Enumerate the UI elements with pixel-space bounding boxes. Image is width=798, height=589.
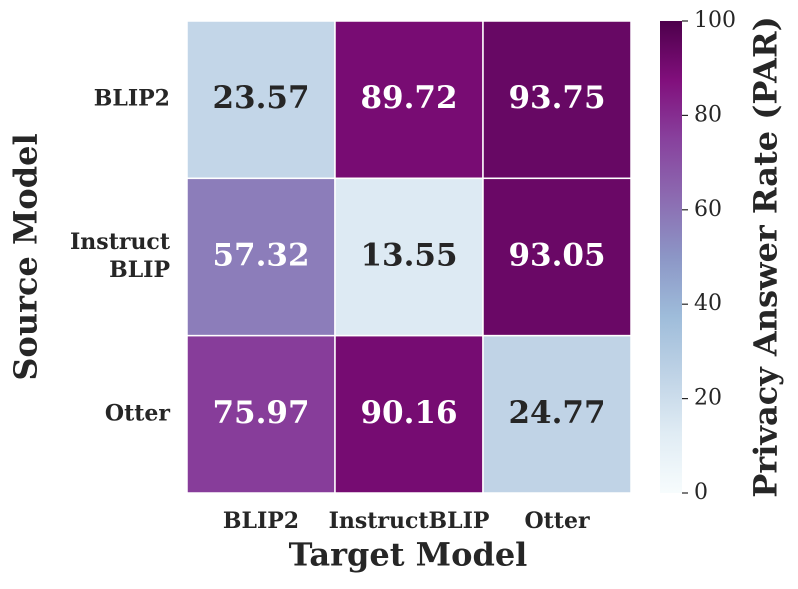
colorbar-tick-label: 20 (694, 386, 722, 411)
heatmap-cell (186, 20, 336, 180)
colorbar-tick-label: 80 (694, 102, 722, 127)
cell-label: 75.97 (212, 395, 309, 431)
heatmap-cell (482, 20, 632, 180)
heatmap-cell (334, 334, 484, 494)
heatmap-cell (186, 334, 336, 494)
heatmap-cell (334, 20, 484, 180)
colorbar-tick-label: 60 (694, 197, 722, 222)
heatmap-cell (186, 177, 336, 337)
cell-label: 93.75 (508, 80, 605, 116)
cell-label: 13.55 (360, 238, 457, 274)
x-tick-label: Otter (524, 508, 589, 534)
x-tick-label: BLIP2 (223, 508, 299, 534)
cell-label: 24.77 (508, 395, 605, 431)
cell-label: 23.57 (212, 80, 309, 116)
heatmap-cell (482, 177, 632, 337)
cell-label: 57.32 (212, 238, 309, 274)
colorbar-tick-label: 100 (694, 8, 736, 33)
colorbar-title: Privacy Answer Rate (PAR) (747, 16, 785, 497)
heatmap-cell (482, 334, 632, 494)
colorbar (660, 21, 682, 493)
heatmap-cell (334, 177, 484, 337)
cell-label: 90.16 (360, 395, 457, 431)
y-tick-label: Instruct (70, 229, 171, 255)
x-tick-label: InstructBLIP (329, 508, 490, 534)
cell-label: 89.72 (360, 80, 457, 116)
y-tick-label: BLIP2 (94, 86, 170, 112)
cell-label: 93.05 (508, 238, 605, 274)
y-tick-label: Otter (105, 400, 170, 426)
colorbar-tick-label: 40 (694, 291, 722, 316)
y-axis-title: Source Model (7, 133, 45, 380)
y-tick-label: BLIP (109, 257, 170, 283)
colorbar-tick-label: 0 (694, 480, 708, 505)
x-axis-title: Target Model (289, 536, 528, 574)
